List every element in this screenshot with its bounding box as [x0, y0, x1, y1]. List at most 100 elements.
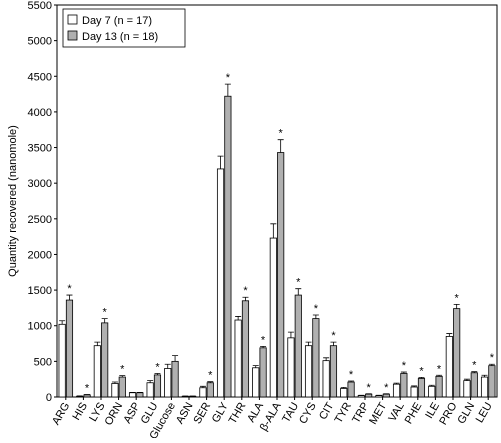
error-bar: [59, 321, 65, 325]
bar: [129, 393, 135, 397]
y-tick-label: 3000: [28, 178, 52, 190]
bar: [393, 384, 399, 397]
significance-mark: *: [314, 303, 319, 315]
bar: [454, 309, 460, 397]
bar: [436, 376, 442, 397]
significance-mark: *: [384, 382, 389, 394]
bar: [295, 295, 301, 397]
bar: [77, 396, 83, 397]
bar: [401, 373, 407, 397]
bar: [242, 301, 248, 397]
significance-mark: *: [103, 307, 108, 319]
plot-frame: [57, 5, 497, 397]
error-bar: [94, 342, 100, 346]
bar: [446, 336, 452, 397]
bar: [59, 324, 65, 397]
y-tick-label: 4500: [28, 71, 52, 83]
x-tick-label: HIS: [70, 401, 90, 423]
significance-mark: *: [455, 292, 460, 304]
x-tick-label: MET: [367, 400, 389, 426]
bar: [270, 238, 276, 397]
bar: [429, 386, 435, 397]
legend-swatch: [68, 31, 77, 40]
error-bar: [225, 84, 231, 96]
bar: [66, 300, 72, 397]
error-bar: [295, 289, 301, 295]
error-bar: [313, 315, 319, 319]
bar: [147, 383, 153, 397]
significance-mark: *: [120, 364, 125, 376]
significance-mark: *: [208, 370, 213, 382]
error-bar: [454, 304, 460, 308]
bar: [471, 373, 477, 397]
error-bar: [446, 334, 452, 337]
bar: [358, 396, 364, 397]
error-bar: [165, 364, 171, 368]
significance-mark: *: [349, 369, 354, 381]
error-bar: [242, 297, 248, 301]
bar: [489, 366, 495, 397]
bar: [330, 346, 336, 397]
y-tick-label: 2500: [28, 214, 52, 226]
y-tick-label: 4000: [28, 107, 52, 119]
legend-label: Day 13 (n = 18): [82, 31, 158, 43]
error-bar: [218, 156, 224, 169]
significance-mark: *: [67, 283, 72, 295]
significance-mark: *: [155, 361, 160, 373]
x-tick-label: THR: [227, 400, 249, 426]
significance-mark: *: [243, 285, 248, 297]
bar: [165, 368, 171, 397]
x-tick-label: ASP: [121, 401, 142, 426]
error-bar: [278, 140, 284, 153]
bar: [112, 383, 118, 397]
error-bar: [66, 295, 72, 300]
bar: [366, 394, 372, 397]
bar: [305, 346, 311, 397]
y-axis-label: Quantity recovered (nanomole): [7, 125, 19, 277]
y-tick-label: 5500: [28, 0, 52, 12]
bar: [288, 338, 294, 397]
bar: [464, 381, 470, 397]
bar: [341, 388, 347, 397]
bar: [323, 361, 329, 397]
y-tick-label: 1000: [28, 321, 52, 333]
x-tick-label: ORN: [103, 400, 126, 427]
bar: [313, 319, 319, 397]
bar: [207, 383, 213, 397]
x-tick-label: SER: [191, 400, 213, 426]
significance-mark: *: [367, 382, 372, 394]
bar: [172, 361, 178, 397]
x-tick-label: ARG: [50, 401, 72, 428]
y-tick-label: 5000: [28, 36, 52, 48]
x-tick-label: TYR: [333, 400, 354, 425]
bar: [200, 388, 206, 397]
bar: [137, 393, 143, 397]
x-tick-label: PHE: [403, 401, 425, 427]
bar: [418, 378, 424, 397]
error-bar: [270, 224, 276, 238]
bar: [102, 323, 108, 397]
significance-mark: *: [279, 128, 284, 140]
bar: [411, 387, 417, 397]
bar: [217, 169, 223, 397]
y-tick-label: 3500: [28, 143, 52, 155]
significance-mark: *: [437, 363, 442, 375]
bar: [253, 368, 259, 397]
significance-mark: *: [402, 360, 407, 372]
bar: [481, 377, 487, 397]
x-tick-label: GLN: [455, 400, 477, 426]
bar: [84, 395, 90, 397]
y-tick-label: 0: [46, 392, 52, 404]
bar: [260, 348, 266, 397]
significance-mark: *: [472, 360, 477, 372]
x-tick-label: ASN: [174, 400, 196, 426]
legend-label: Day 7 (n = 17): [82, 15, 152, 27]
bar: [278, 153, 284, 397]
x-tick-label: CYS: [297, 401, 319, 427]
legend-swatch: [68, 15, 77, 24]
significance-mark: *: [226, 72, 231, 84]
bar: [376, 396, 382, 397]
error-bar: [330, 342, 336, 346]
x-tick-label: LEU: [474, 400, 495, 425]
